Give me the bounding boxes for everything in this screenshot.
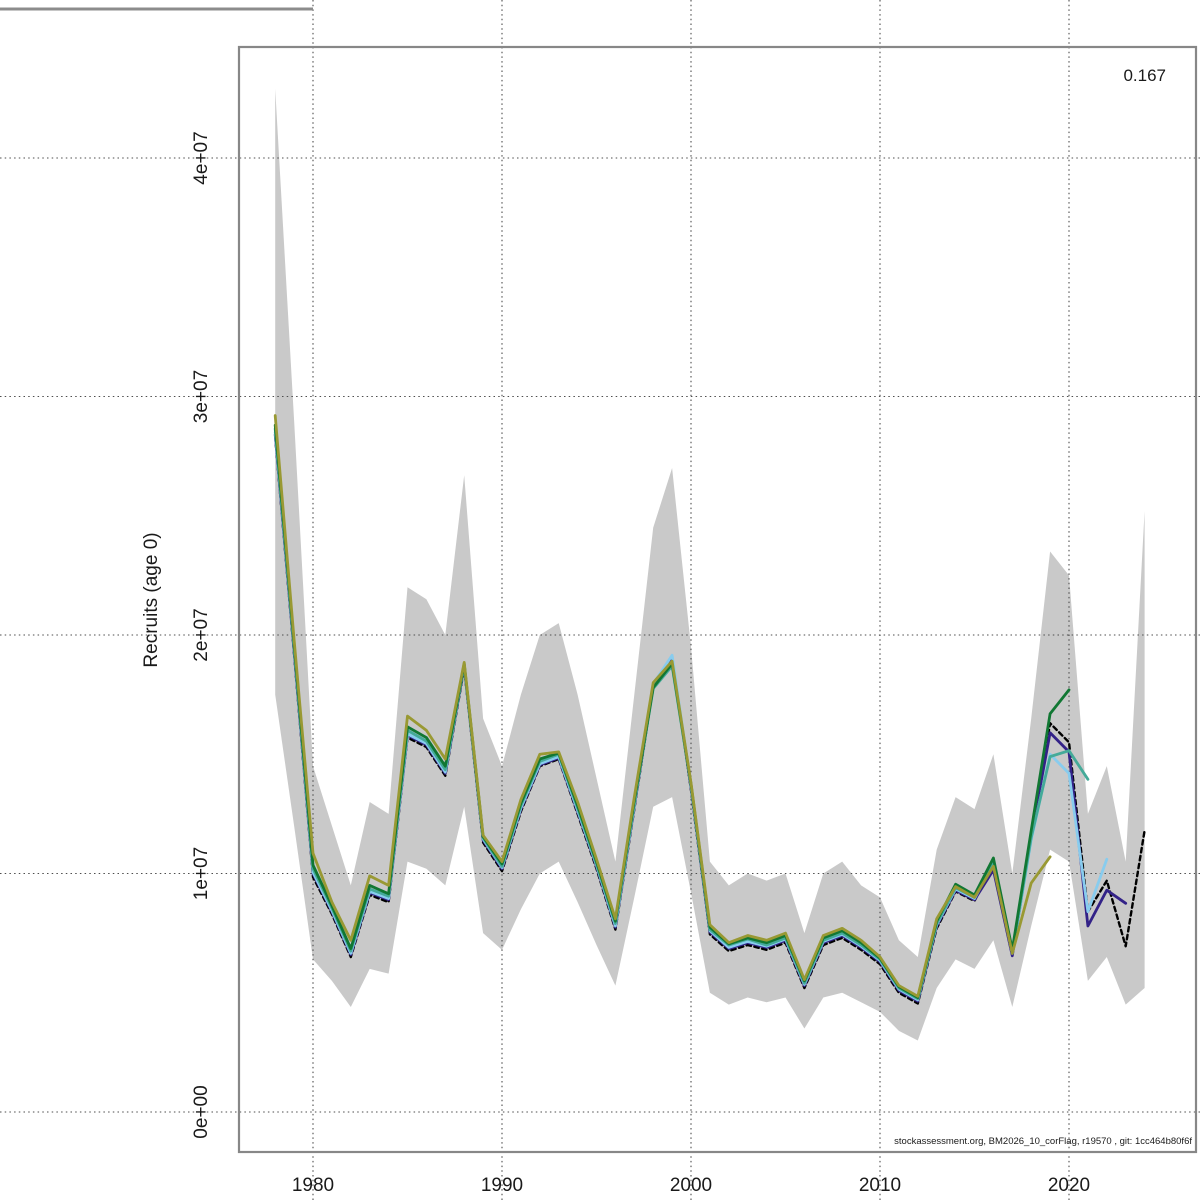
mohn-rho-value: 0.167 (1123, 66, 1166, 85)
y-tick-label: 1e+07 (191, 847, 212, 900)
y-tick-label: 4e+07 (191, 131, 212, 184)
footer-credit: stockassessment.org, BM2026_10_corFlag, … (894, 1136, 1192, 1147)
x-tick-label: 1990 (481, 1175, 523, 1196)
x-tick-label: 2010 (859, 1175, 901, 1196)
x-tick-label: 2020 (1048, 1175, 1090, 1196)
y-tick-label: 2e+07 (191, 608, 212, 661)
retro-peel-2019-line (273, 414, 1052, 998)
y-tick-label: 0e+00 (191, 1085, 212, 1138)
x-tick-label: 2000 (670, 1175, 712, 1196)
x-tick-label: 1980 (292, 1175, 334, 1196)
confidence-band (275, 88, 1145, 1041)
y-tick-label: 3e+07 (191, 370, 212, 423)
plot-frame (237, 45, 1198, 1154)
y-axis-title: Recruits (age 0) (141, 532, 162, 667)
